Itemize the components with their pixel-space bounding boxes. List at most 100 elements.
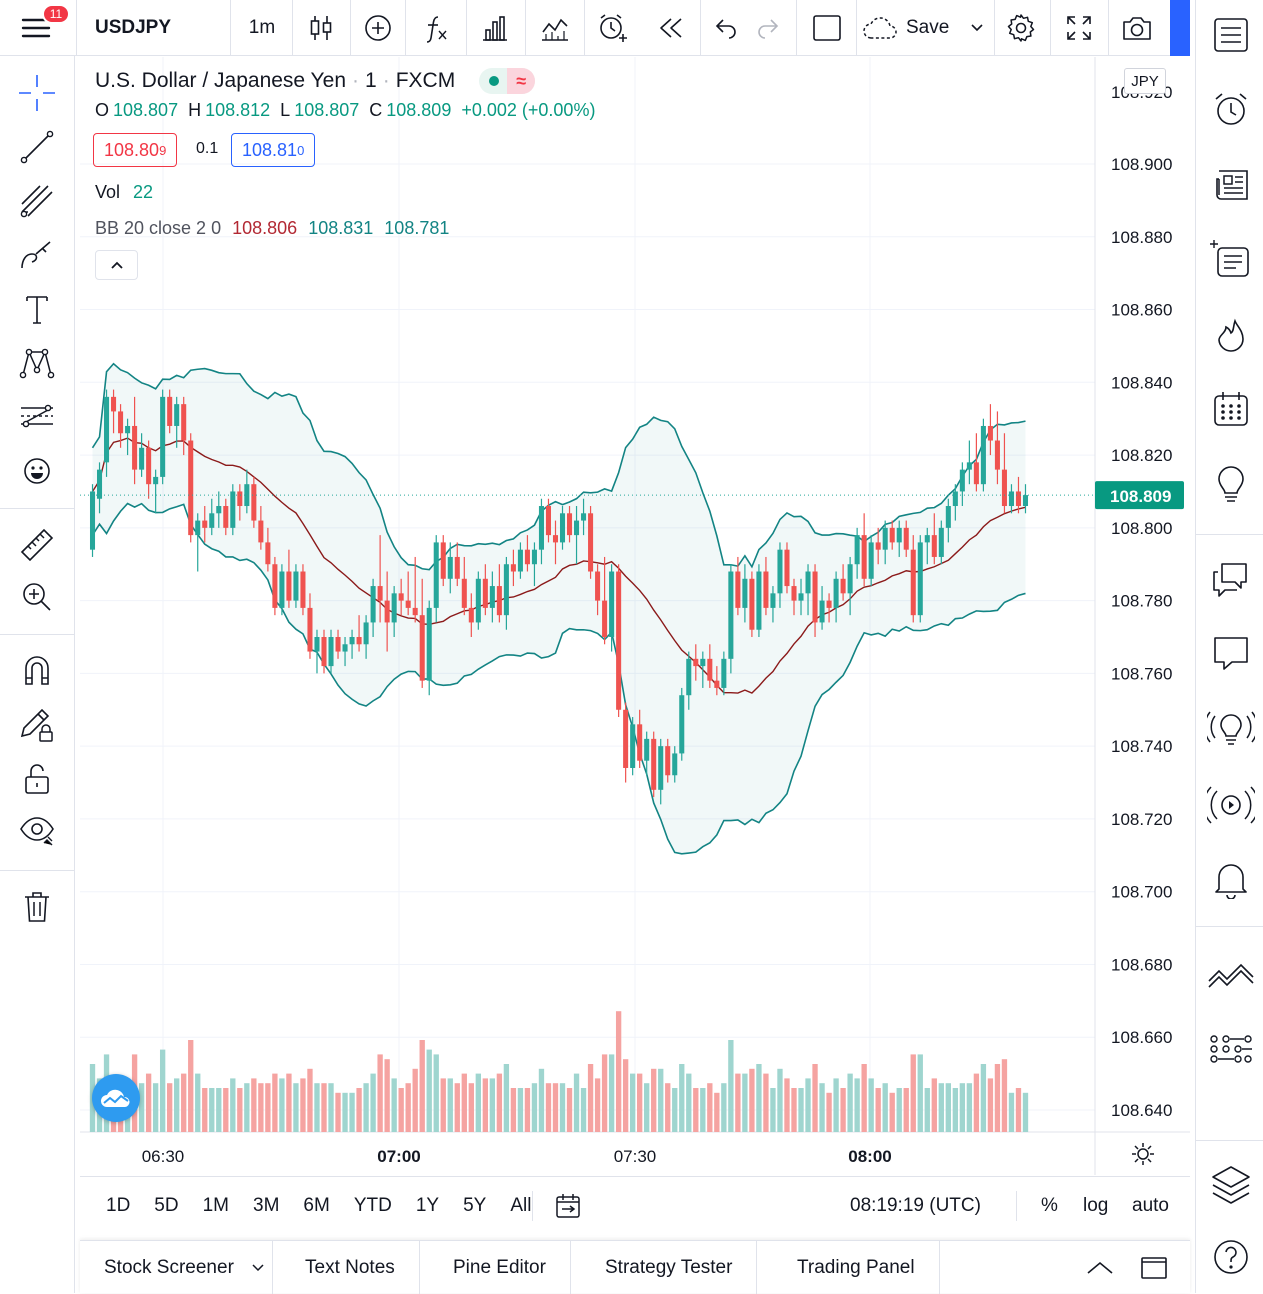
live-videos-button[interactable]	[1206, 780, 1256, 830]
tab-text-notes[interactable]: Text Notes	[281, 1241, 420, 1294]
indicators-button[interactable]	[414, 0, 460, 56]
settings-button[interactable]	[998, 0, 1044, 56]
tab-stock-screener[interactable]: Stock Screener	[80, 1241, 273, 1294]
candle-body	[763, 571, 769, 608]
lock-drawings-tool[interactable]	[14, 756, 60, 802]
volume-bar	[651, 1068, 657, 1132]
candle-body	[931, 535, 937, 557]
sell-button[interactable]: 108.80 9	[93, 133, 178, 167]
candle-body	[461, 578, 467, 608]
candle-body	[405, 600, 411, 608]
chart-type-button[interactable]	[298, 0, 344, 56]
layout-button[interactable]	[804, 0, 850, 56]
market-status-pill[interactable]: ≈	[479, 68, 536, 94]
log-scale-toggle[interactable]: log	[1083, 1195, 1109, 1216]
currency-button[interactable]: JPY	[1124, 68, 1166, 94]
collapse-legend-button[interactable]	[95, 250, 138, 280]
buy-button[interactable]: 108.81 0	[231, 133, 316, 167]
pattern-tool[interactable]	[14, 340, 60, 386]
remove-drawings-tool[interactable]	[14, 884, 60, 930]
alerts-button[interactable]	[1206, 84, 1256, 134]
measure-tool[interactable]	[14, 522, 60, 568]
range-button-5d[interactable]: 5D	[154, 1195, 179, 1216]
text-tool[interactable]	[14, 286, 60, 332]
hotlists-button[interactable]	[1206, 310, 1256, 360]
trend-line-tool[interactable]	[14, 124, 60, 170]
candle-body	[132, 425, 138, 470]
news-button[interactable]	[1206, 160, 1256, 210]
range-button-1y[interactable]: 1Y	[415, 1195, 440, 1216]
object-tree-button[interactable]	[1206, 1160, 1256, 1210]
range-button-3m[interactable]: 3M	[253, 1195, 280, 1216]
range-button-all[interactable]: All	[510, 1195, 532, 1216]
save-button[interactable]: Save	[862, 0, 962, 56]
chats-button[interactable]	[1206, 554, 1256, 604]
fib-tool[interactable]	[14, 178, 60, 224]
candle-body	[391, 593, 397, 623]
low-value: 108.807	[294, 100, 360, 120]
fullscreen-button[interactable]	[1056, 0, 1102, 56]
calendar-button[interactable]	[1206, 384, 1256, 434]
volume-bar	[524, 1088, 531, 1132]
prediction-tool[interactable]	[14, 394, 60, 440]
bar-replay-button[interactable]	[648, 0, 694, 56]
auto-scale-toggle[interactable]: auto	[1132, 1195, 1169, 1216]
volume-bar	[440, 1078, 446, 1132]
dom-button[interactable]	[1206, 1024, 1256, 1074]
trading-button[interactable]	[1206, 948, 1256, 998]
crosshair-tool[interactable]	[14, 70, 60, 116]
range-button-1m[interactable]: 1M	[202, 1195, 229, 1216]
tradingview-logo[interactable]	[92, 1074, 140, 1122]
templates-button[interactable]	[532, 0, 578, 56]
top-toolbar: 11 USDJPY 1m	[0, 0, 1190, 56]
notifications-button[interactable]	[1206, 854, 1256, 904]
stay-in-drawing-mode-tool[interactable]	[14, 702, 60, 748]
icon-tool[interactable]	[14, 448, 60, 494]
candle-body	[672, 753, 678, 776]
magnet-tool[interactable]	[14, 648, 60, 694]
undo-button[interactable]	[704, 0, 748, 56]
range-button-6m[interactable]: 6M	[303, 1195, 330, 1216]
panel-toggle-tab[interactable]	[1170, 0, 1190, 56]
help-button[interactable]	[1206, 1232, 1256, 1282]
candle-body	[889, 527, 895, 543]
watchlist-button[interactable]	[1206, 10, 1256, 60]
interval-button[interactable]: 1m	[248, 17, 276, 38]
volume-bar	[665, 1083, 671, 1132]
chart-settings-axis-button[interactable]	[1118, 1134, 1168, 1174]
time-axis-label: 07:00	[377, 1147, 420, 1166]
data-window-button[interactable]	[1206, 234, 1256, 284]
chart-pane[interactable]: 108.920108.900108.880108.860108.840108.8…	[80, 57, 1190, 1175]
tab-strategy-tester[interactable]: Strategy Tester	[581, 1241, 758, 1294]
candle-body	[559, 513, 566, 543]
expand-panel-button[interactable]	[1080, 1241, 1120, 1294]
alert-button[interactable]	[590, 0, 636, 56]
percent-scale-toggle[interactable]: %	[1041, 1195, 1058, 1216]
range-button-5y[interactable]: 5Y	[463, 1195, 487, 1216]
range-button-ytd[interactable]: YTD	[353, 1195, 392, 1216]
brush-tool[interactable]	[14, 232, 60, 278]
candle-body	[679, 695, 685, 754]
range-button-1d[interactable]: 1D	[106, 1195, 131, 1216]
public-chat-button[interactable]	[1206, 628, 1256, 678]
maximize-panel-button[interactable]	[1134, 1241, 1174, 1294]
ideas-button[interactable]	[1206, 460, 1256, 510]
financials-button[interactable]	[472, 0, 518, 56]
streams-button[interactable]	[1206, 704, 1256, 754]
candle-body	[251, 484, 257, 521]
redo-button[interactable]	[746, 0, 790, 56]
tab-trading-panel[interactable]: Trading Panel	[773, 1241, 940, 1294]
symbol-search-button[interactable]: USDJPY	[95, 17, 172, 38]
zoom-in-tool[interactable]	[14, 574, 60, 620]
tab-pine-editor[interactable]: Pine Editor	[429, 1241, 571, 1294]
compare-symbol-button[interactable]	[356, 0, 400, 56]
hide-drawings-tool[interactable]	[14, 808, 60, 854]
volume-bar	[405, 1083, 411, 1132]
save-menu-button[interactable]	[964, 0, 990, 56]
chat-bubbles-icon	[1213, 563, 1247, 597]
candle-body	[749, 578, 755, 630]
snapshot-button[interactable]	[1114, 0, 1160, 56]
timezone-clock[interactable]: 08:19:19 (UTC)	[850, 1195, 981, 1216]
chart-canvas[interactable]: 108.920108.900108.880108.860108.840108.8…	[80, 57, 1190, 1175]
go-to-date-button[interactable]	[554, 1177, 582, 1235]
